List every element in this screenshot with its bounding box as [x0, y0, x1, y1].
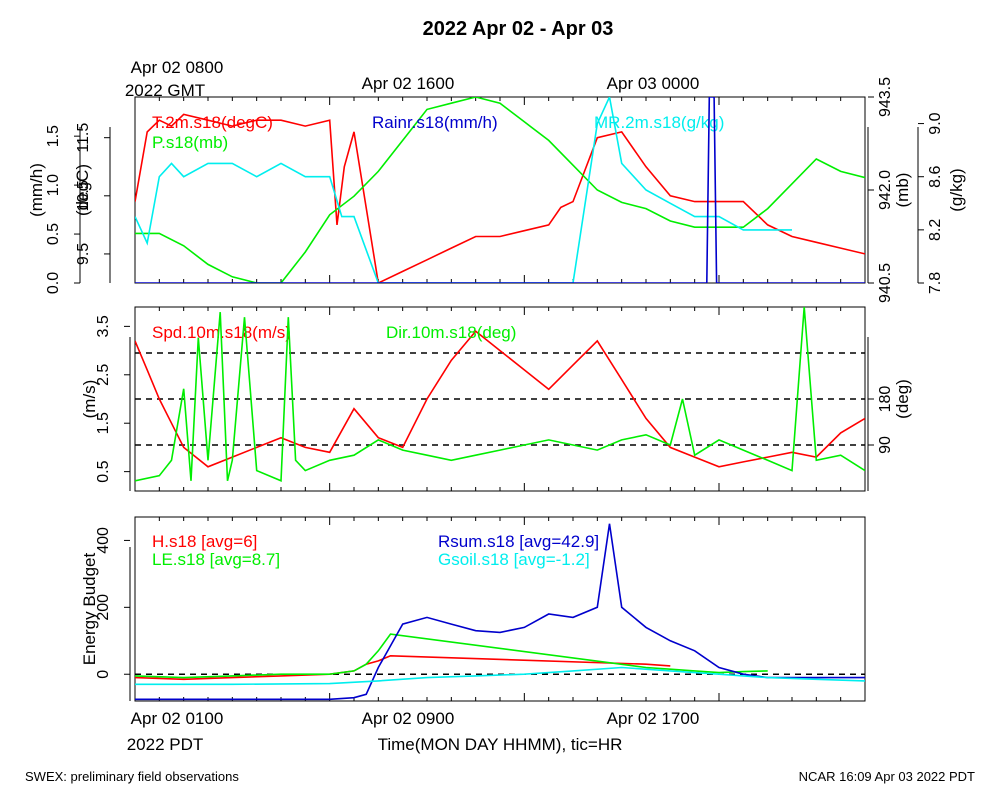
y-axis-label-energy-budget: Energy Budget	[80, 552, 99, 665]
series-line-spd-10m-s18-m-s	[135, 330, 865, 468]
y-tick-label-m-s: 0.5	[95, 460, 112, 482]
y-tick-label-degc: 10.5	[75, 180, 92, 211]
y-tick-label-energy-budget: 0	[95, 670, 112, 679]
y-axis-label-m-s: (m/s)	[80, 380, 99, 419]
y-axis-label-mm-h: (mm/h)	[27, 163, 46, 217]
y-tick-label-g-kg: 8.6	[927, 165, 944, 187]
series-line-mr-2m-s18-g-kg	[135, 97, 792, 283]
legend-gsoil-s18-avg-1-2: Gsoil.s18 [avg=-1.2]	[438, 550, 590, 569]
legend-p-s18-mb: P.s18(mb)	[152, 133, 228, 152]
legend-h-s18-avg-6: H.s18 [avg=6]	[152, 532, 257, 551]
footer-left: SWEX: preliminary field observations	[25, 769, 239, 784]
y-tick-label-mb: 943.5	[877, 77, 894, 117]
legend-dir-10m-s18-deg: Dir.10m.s18(deg)	[386, 323, 516, 342]
y-tick-label-g-kg: 7.8	[927, 272, 944, 294]
y-tick-label-degc: 11.5	[75, 123, 92, 153]
series-line-dir-10m-s18-deg	[135, 307, 865, 482]
bottom-time-label-1-line2: 2022 PDT	[127, 735, 204, 754]
y-tick-label-deg: 180	[877, 386, 894, 413]
footer-right: NCAR 16:09 Apr 03 2022 PDT	[799, 769, 975, 784]
bottom-time-label-2: Apr 02 0900	[362, 709, 455, 728]
y-tick-label-mm-h: 1.5	[45, 125, 62, 147]
legend-le-s18-avg-8-7: LE.s18 [avg=8.7]	[152, 550, 280, 569]
y-tick-label-mm-h: 0.5	[45, 223, 62, 245]
legend-mr-2m-s18-g-kg: MR.2m.s18(g/kg)	[594, 113, 724, 132]
y-tick-label-g-kg: 8.2	[927, 219, 944, 241]
y-axis-label-mb: (mb)	[893, 173, 912, 208]
y-tick-label-m-s: 1.5	[95, 412, 112, 434]
y-tick-label-mm-h: 1.0	[45, 174, 62, 196]
top-time-label-2: Apr 02 1600	[362, 74, 455, 93]
legend-t-2m-s18-degc: T.2m.s18(degC)	[152, 113, 273, 132]
y-axis-label-g-kg: (g/kg)	[947, 168, 966, 211]
top-time-label-1-line1: Apr 02 0800	[131, 58, 224, 77]
x-axis-label: Time(MON DAY HHMM), tic=HR	[378, 735, 623, 754]
y-tick-label-m-s: 3.5	[95, 315, 112, 337]
panel-1: 0.0 0.5 1.0 1.5 (mm/h) 9.5 10.5 11.5 (degC) 940.5…	[27, 77, 966, 303]
series-line-p-s18-mb	[135, 97, 865, 283]
y-tick-label-g-kg: 9.0	[927, 112, 944, 134]
series-line-gsoil-s18-avg-1-2	[135, 666, 865, 686]
y-tick-label-m-s: 2.5	[95, 364, 112, 386]
bottom-time-label-1-line1: Apr 02 0100	[131, 709, 224, 728]
series-line-le-s18-avg-8-7	[135, 633, 768, 679]
y-axis-label-deg: (deg)	[893, 379, 912, 419]
series-line-rsum-s18-avg-42-9	[135, 523, 865, 701]
legend-rsum-s18-avg-42-9: Rsum.s18 [avg=42.9]	[438, 532, 599, 551]
y-tick-label-degc: 9.5	[75, 243, 92, 265]
y-tick-label-energy-budget: 400	[95, 527, 112, 554]
chart-title: 2022 Apr 02 - Apr 03	[423, 18, 614, 40]
legend-rainr-s18-mm-h: Rainr.s18(mm/h)	[372, 113, 498, 132]
y-tick-label-mm-h: 0.0	[45, 272, 62, 294]
y-tick-label-mb: 940.5	[877, 263, 894, 303]
y-tick-label-mb: 942.0	[877, 170, 894, 210]
top-time-label-3: Apr 03 0000	[607, 74, 700, 93]
y-tick-label-deg: 90	[877, 436, 894, 454]
series-line-t-2m-s18-degc	[135, 113, 865, 283]
y-axis-label-degc: (degC)	[73, 164, 92, 216]
y-tick-label-energy-budget: 200	[95, 594, 112, 621]
bottom-time-label-3: Apr 02 1700	[607, 709, 700, 728]
top-time-label-1-line2: 2022 GMT	[125, 81, 205, 100]
